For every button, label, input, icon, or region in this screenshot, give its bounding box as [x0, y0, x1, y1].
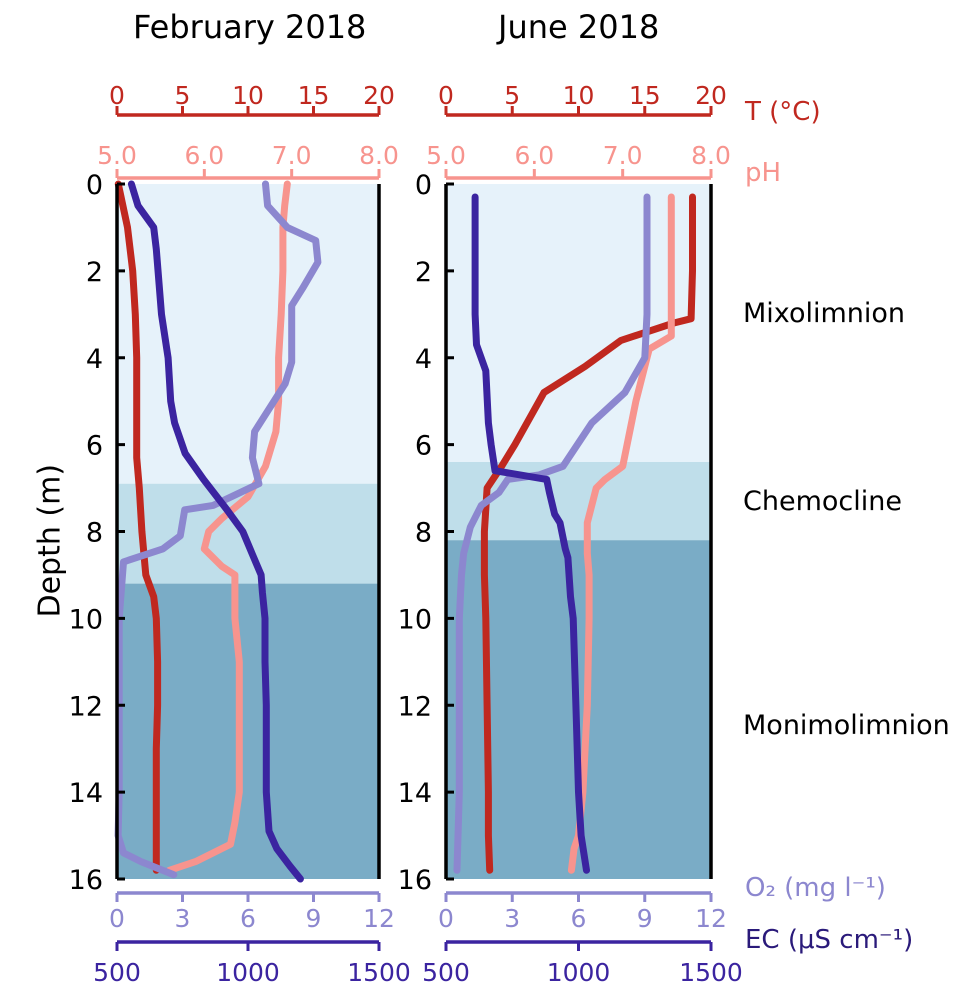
ec-tick-label: 1000 — [547, 958, 611, 984]
temperature-tick-label: 20 — [695, 81, 727, 110]
y-tick-label: 6 — [415, 431, 432, 462]
ph-tick-label: 5.0 — [426, 141, 466, 170]
y-tick-label: 8 — [86, 518, 103, 549]
o2-tick-label: 9 — [637, 904, 653, 933]
ec-tick-label: 1500 — [679, 958, 743, 984]
o2-tick-label: 6 — [240, 904, 256, 933]
temperature-tick-label: 15 — [629, 81, 661, 110]
y-tick-label: 4 — [415, 344, 432, 375]
series-ph — [567, 193, 675, 874]
zone-monimolimnion — [117, 583, 379, 879]
y-tick-label: 10 — [69, 604, 103, 635]
o2-tick-label: 3 — [175, 904, 191, 933]
zone-label-chemocline: Chemocline — [743, 486, 902, 517]
o2-tick-label: 9 — [306, 904, 322, 933]
ph-tick-label: 6.0 — [514, 141, 554, 170]
ec-tick-label: 1000 — [216, 958, 280, 984]
o2-tick-label: 3 — [504, 904, 520, 933]
y-tick-label: 12 — [398, 691, 432, 722]
ph-tick-label: 8.0 — [359, 141, 399, 170]
ec-axis-name: EC (μS cm⁻¹) — [745, 925, 914, 955]
zone-label-monimolimnion: Monimolimnion — [743, 710, 950, 741]
y-tick-label: 6 — [86, 431, 103, 462]
ec-tick-label: 500 — [93, 958, 141, 984]
o2-tick-label: 12 — [363, 904, 395, 933]
ph-tick-label: 7.0 — [272, 141, 312, 170]
temperature-tick-label: 20 — [363, 81, 395, 110]
temperature-tick-label: 0 — [438, 81, 454, 110]
o2-tick-label: 0 — [438, 904, 454, 933]
o2-axis-name: O₂ (mg l⁻¹) — [745, 873, 886, 903]
temperature-tick-label: 10 — [232, 81, 264, 110]
zone-label-mixolimnion: Mixolimnion — [743, 298, 906, 329]
series-ec — [471, 193, 590, 874]
y-tick-label: 8 — [415, 518, 432, 549]
y-tick-label: 2 — [415, 257, 432, 288]
ec-tick-label: 500 — [422, 958, 470, 984]
series-ec — [127, 180, 304, 883]
zone-mixolimnion — [117, 184, 379, 484]
y-tick-label: 10 — [398, 604, 432, 635]
temperature-axis-name: T (°C) — [745, 97, 821, 127]
o2-tick-label: 6 — [571, 904, 587, 933]
series-temperature — [480, 193, 696, 874]
panel-title-june: June 2018 — [498, 8, 660, 46]
ph-axis-name: pH — [745, 158, 782, 188]
temperature-tick-label: 0 — [109, 81, 125, 110]
y-tick-label: 14 — [69, 778, 103, 809]
ec-tick-label: 1500 — [347, 958, 411, 984]
y-tick-label: 12 — [69, 691, 103, 722]
ph-tick-label: 6.0 — [184, 141, 224, 170]
o2-tick-label: 12 — [695, 904, 727, 933]
y-tick-label: 16 — [398, 865, 432, 896]
ph-tick-label: 5.0 — [97, 141, 137, 170]
y-tick-label: 0 — [415, 170, 432, 201]
series-ph — [165, 180, 291, 874]
panel-title-february: February 2018 — [133, 8, 367, 46]
series-o2 — [114, 180, 322, 879]
ph-tick-label: 7.0 — [603, 141, 643, 170]
y-axis-label: Depth (m) — [32, 463, 68, 618]
y-tick-label: 16 — [69, 865, 103, 896]
y-tick-label: 14 — [398, 778, 432, 809]
temperature-tick-label: 5 — [504, 81, 520, 110]
series-temperature — [114, 180, 162, 874]
ph-tick-label: 8.0 — [691, 141, 731, 170]
y-tick-label: 4 — [86, 344, 103, 375]
temperature-tick-label: 5 — [175, 81, 191, 110]
temperature-tick-label: 15 — [298, 81, 330, 110]
series-o2 — [453, 193, 651, 874]
y-tick-label: 2 — [86, 257, 103, 288]
temperature-tick-label: 10 — [563, 81, 595, 110]
y-tick-label: 0 — [86, 170, 103, 201]
o2-tick-label: 0 — [109, 904, 125, 933]
